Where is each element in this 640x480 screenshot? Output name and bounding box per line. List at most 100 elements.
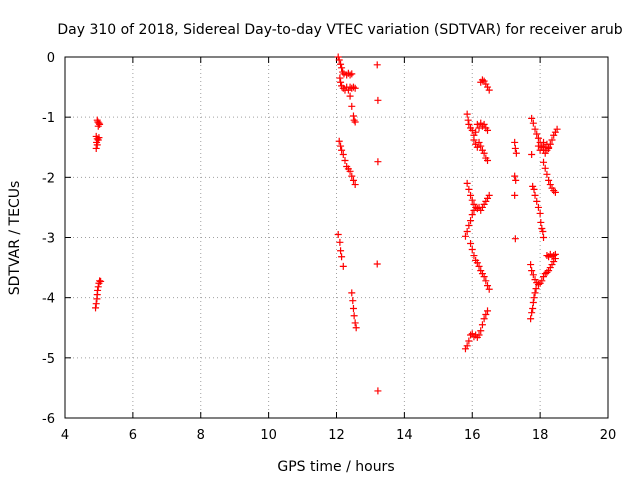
- data-point: [528, 114, 536, 122]
- data-point: [529, 182, 537, 190]
- data-point: [338, 146, 346, 154]
- data-point: [529, 119, 537, 127]
- data-point: [475, 331, 483, 339]
- data-point: [467, 217, 475, 225]
- data-point: [536, 209, 544, 217]
- data-point: [477, 267, 485, 275]
- data-point: [350, 312, 358, 320]
- data-point: [94, 283, 102, 291]
- data-point: [338, 253, 346, 261]
- chart-title: Day 310 of 2018, Sidereal Day-to-day VTE…: [57, 22, 622, 38]
- y-axis-label: SDTVAR / TECUs: [7, 181, 23, 296]
- data-point: [468, 196, 476, 204]
- data-point: [482, 311, 490, 319]
- data-point: [373, 61, 381, 69]
- data-point: [336, 74, 344, 82]
- data-point: [92, 144, 100, 152]
- data-point: [337, 78, 345, 86]
- data-point: [346, 167, 354, 175]
- data-point: [551, 128, 559, 136]
- data-point: [480, 149, 488, 157]
- data-point: [467, 240, 475, 248]
- data-point: [473, 259, 481, 267]
- data-point: [477, 119, 485, 127]
- data-point: [545, 176, 553, 184]
- data-point: [532, 285, 540, 293]
- data-point: [543, 268, 551, 276]
- data-point: [472, 128, 480, 136]
- data-point: [346, 92, 354, 100]
- data-point: [534, 134, 542, 142]
- data-point: [551, 188, 559, 196]
- data-point: [540, 273, 548, 281]
- data-point: [463, 179, 471, 187]
- data-point: [480, 273, 488, 281]
- data-point: [337, 142, 345, 150]
- data-point: [470, 206, 478, 214]
- data-point: [374, 158, 382, 166]
- data-point: [533, 130, 541, 138]
- y-tick-label: -4: [42, 292, 55, 307]
- data-point: [477, 206, 485, 214]
- data-point: [373, 260, 381, 268]
- data-point: [541, 149, 549, 157]
- data-point: [341, 156, 349, 164]
- data-point: [470, 252, 478, 260]
- data-point: [461, 345, 469, 353]
- data-point: [463, 227, 471, 235]
- data-point: [468, 246, 476, 254]
- data-point: [534, 280, 542, 288]
- data-point: [529, 298, 537, 306]
- data-point: [527, 261, 535, 269]
- data-point: [470, 136, 478, 144]
- data-point: [527, 315, 535, 323]
- data-point: [95, 134, 103, 142]
- x-tick-label: 20: [600, 428, 617, 443]
- data-point: [530, 185, 538, 193]
- data-point: [484, 83, 492, 91]
- data-point: [541, 143, 549, 151]
- y-tick-label: -3: [42, 232, 55, 247]
- data-point: [349, 297, 357, 305]
- data-point: [478, 321, 486, 329]
- data-point: [480, 120, 488, 128]
- data-point: [538, 142, 546, 150]
- data-point: [336, 238, 344, 246]
- data-point: [348, 102, 356, 110]
- data-point: [477, 142, 485, 150]
- x-tick-label: 16: [464, 428, 481, 443]
- x-tick-label: 8: [197, 428, 205, 443]
- data-point: [352, 324, 360, 332]
- data-point: [551, 250, 559, 258]
- data-point: [374, 96, 382, 104]
- data-point: [538, 277, 546, 285]
- x-tick-label: 18: [532, 428, 549, 443]
- y-tick-label: -5: [42, 352, 55, 367]
- data-point: [349, 83, 357, 91]
- data-point: [484, 126, 492, 134]
- data-point: [348, 289, 356, 297]
- data-point: [475, 262, 483, 270]
- data-point: [512, 176, 520, 184]
- data-point: [511, 191, 519, 199]
- data-point: [470, 200, 478, 208]
- data-point: [334, 53, 342, 61]
- y-tick-label: -2: [42, 171, 55, 186]
- data-point: [511, 144, 519, 152]
- data-point: [511, 235, 519, 243]
- data-point: [465, 185, 473, 193]
- data-point: [348, 70, 356, 78]
- data-point: [541, 164, 549, 172]
- x-tick-label: 10: [260, 428, 277, 443]
- data-point: [465, 337, 473, 345]
- data-point: [540, 138, 548, 146]
- x-tick-labels: 4 6 8 10 12 14 16 18 20: [61, 428, 616, 443]
- data-point: [546, 181, 554, 189]
- data-point: [512, 149, 520, 157]
- data-point: [478, 270, 486, 278]
- data-point: [94, 286, 102, 294]
- data-point: [350, 116, 358, 124]
- data-point: [530, 294, 538, 302]
- data-point: [473, 205, 481, 213]
- data-point: [480, 77, 488, 85]
